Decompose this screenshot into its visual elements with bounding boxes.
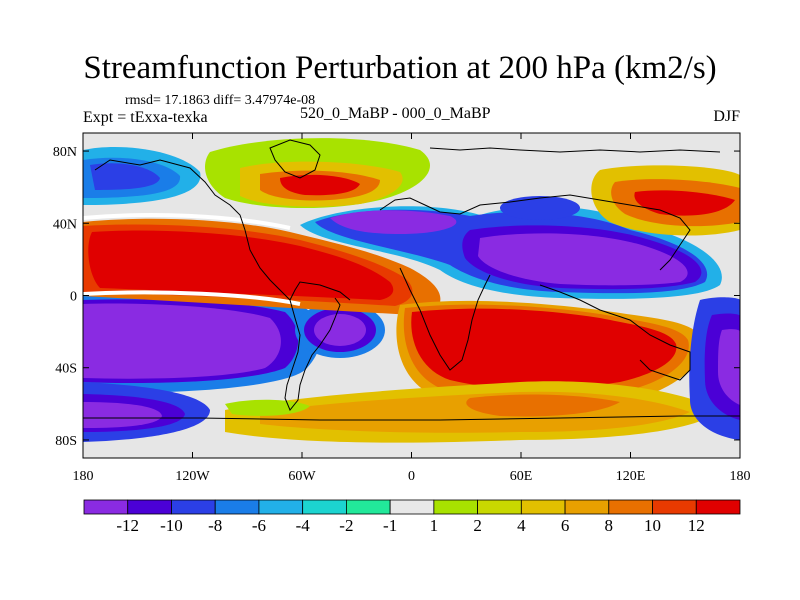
season-label: DJF [713,108,740,125]
lon-tick-label-5: 120E [616,469,646,484]
contour-pos-south-core [466,394,620,417]
colorbar-label-9: 4 [517,516,526,535]
plot-title: Streamfunction Perturbation at 200 hPa (… [83,50,717,86]
contour-pos-io-core [411,308,677,390]
experiment-label: Expt = tExxa-texka [83,109,208,126]
lat-tick-label-1: 40N [53,217,77,232]
contour-neg-sib [500,196,580,220]
colorbar-swatch-13 [652,499,697,515]
colorbar-swatch-4 [258,499,304,515]
contour-neg-atl-core [314,314,366,346]
lat-tick-label-0: 80N [53,145,77,160]
lat-tick-label-2: 0 [70,290,77,305]
lon-tick-label-3: 0 [408,469,415,484]
lon-tick-label-0: 180 [73,469,94,484]
contour-field [83,133,740,458]
contour-neg-eur-core-e [478,233,688,286]
colorbar-swatch-10 [520,499,566,515]
colorbar-label-10: 6 [560,516,570,535]
colorbar-label-4: -4 [295,516,310,535]
lat-tick-label-4: 80S [55,434,77,449]
lon-tick-label-6: 180 [730,469,751,484]
contour-neg-eur-core-w [330,210,457,234]
colorbar-swatch-9 [477,499,522,515]
colorbar-swatch-7 [389,499,435,515]
colorbar [83,499,741,515]
colorbar-swatch-2 [171,499,216,515]
longitude-axis: 180 120W 60W 0 60E 120E 180 [73,133,751,484]
contour-neg-npac-core [90,163,160,190]
lon-tick-label-4: 60E [510,469,533,484]
rmsd-diff-stats: rmsd= 17.1863 diff= 3.47974e-08 [125,93,316,108]
colorbar-label-8: 2 [473,516,482,535]
colorbar-label-6: -1 [383,516,398,535]
lon-tick-label-1: 120W [175,469,210,484]
colorbar-label-3: -6 [251,516,266,535]
lon-tick-label-2: 60W [288,469,316,484]
coastlines [83,139,740,421]
colorbar-label-11: 8 [604,516,614,535]
colorbar-swatch-0 [83,499,129,515]
zero-contour-north [83,213,291,230]
comparison-label: 520_0_MaBP - 000_0_MaBP [300,105,491,122]
colorbar-swatch-12 [608,499,653,515]
colorbar-swatch-5 [302,499,347,515]
zero-contour-south [83,290,301,306]
colorbar-label-1: -10 [160,516,183,535]
colorbar-swatch-6 [345,499,391,515]
contour-pos-eq-core [88,230,394,300]
contour-pos-natl-core [280,174,360,196]
contour-pos-south-green [225,399,310,416]
lat-tick-label-3: 40S [55,362,77,377]
colorbar-label-2: -8 [208,516,223,535]
colorbar-label-7: 1 [429,516,439,535]
colorbar-label-12: 10 [644,516,662,535]
colorbar-label-5: -2 [339,516,354,535]
colorbar-label-0: -12 [116,516,140,535]
latitude-axis: 80N 40N 0 40S 80S [53,145,740,449]
colorbar-swatch-8 [433,499,479,515]
colorbar-swatch-11 [564,499,610,515]
contour-neg-wpac-core [718,329,740,405]
contour-neg-sw-core [83,303,281,379]
colorbar-swatch-1 [127,499,172,515]
contour-pos-npac-core [634,190,735,216]
colorbar-label-13: 12 [687,516,705,535]
contour-neg-sp-core [83,402,162,428]
colorbar-swatch-3 [214,499,260,515]
colorbar-swatch-14 [695,499,741,515]
